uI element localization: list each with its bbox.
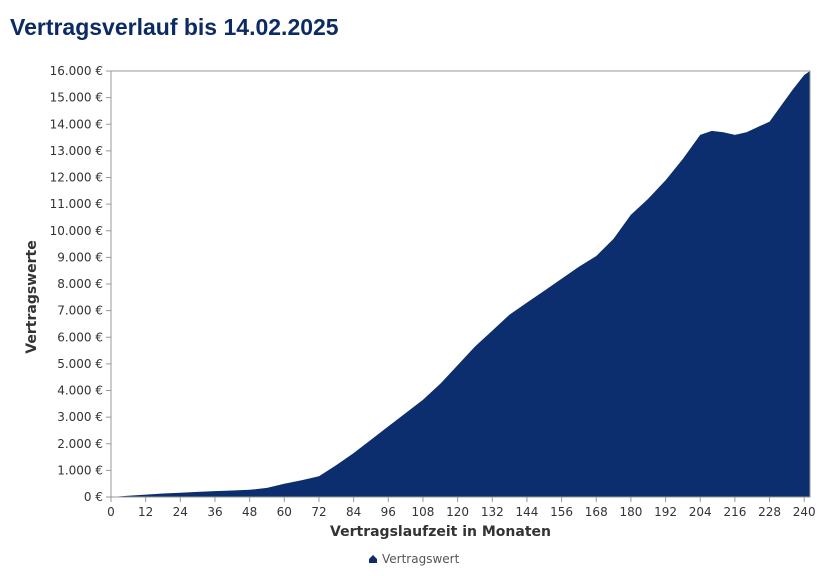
x-axis: 0 12 24 36 48 60 72 84 96 108 120 132 144 156 168 180 19… [107,497,816,519]
y-tick-label: 4.000 € [57,384,103,398]
y-tick-label: 7.000 € [57,304,103,318]
x-tick-label: 132 [481,505,504,519]
x-tick-label: 180 [619,505,642,519]
x-tick-label: 84 [346,505,361,519]
page-title: Vertragsverlauf bis 14.02.2025 [10,14,339,40]
legend-label: Vertragswert [382,552,460,566]
legend[interactable]: Vertragswert [369,552,460,566]
y-tick-label: 2.000 € [57,437,103,451]
legend-marker-icon [369,555,377,563]
x-tick-label: 156 [550,505,573,519]
x-tick-label: 60 [277,505,292,519]
y-tick-label: 13.000 € [50,144,103,158]
x-tick-label: 240 [793,505,816,519]
y-tick-label: 3.000 € [57,410,103,424]
y-tick-label: 11.000 € [50,197,103,211]
x-tick-label: 36 [207,505,222,519]
y-axis: 0 € 1.000 € 2.000 € 3.000 € 4.000 € 5.000 € 6.… [50,64,111,504]
x-tick-label: 228 [758,505,781,519]
x-tick-label: 0 [107,505,115,519]
y-tick-label: 12.000 € [50,171,103,185]
y-tick-label: 14.000 € [50,117,103,131]
x-tick-label: 24 [173,505,188,519]
series-area-vertragswert[interactable] [111,71,810,497]
plot-frame [110,70,811,498]
y-tick-label: 1.000 € [57,463,103,477]
y-axis-title: Vertragswerte [24,240,40,353]
x-tick-label: 96 [381,505,396,519]
y-tick-label: 6.000 € [57,330,103,344]
x-tick-label: 12 [138,505,153,519]
y-tick-label: 9.000 € [57,250,103,264]
y-tick-label: 16.000 € [50,64,103,78]
y-tick-label: 8.000 € [57,277,103,291]
x-tick-label: 204 [689,505,712,519]
x-axis-title: Vertragslaufzeit in Monaten [330,524,551,540]
y-tick-label: 15.000 € [50,91,103,105]
x-tick-label: 144 [515,505,538,519]
x-tick-label: 72 [311,505,326,519]
x-tick-label: 108 [411,505,434,519]
y-tick-label: 5.000 € [57,357,103,371]
x-tick-label: 192 [654,505,677,519]
x-tick-label: 168 [585,505,608,519]
x-tick-label: 216 [723,505,746,519]
x-tick-label: 48 [242,505,257,519]
y-tick-label: 0 € [84,490,103,504]
y-tick-label: 10.000 € [50,224,103,238]
x-tick-label: 120 [446,505,469,519]
